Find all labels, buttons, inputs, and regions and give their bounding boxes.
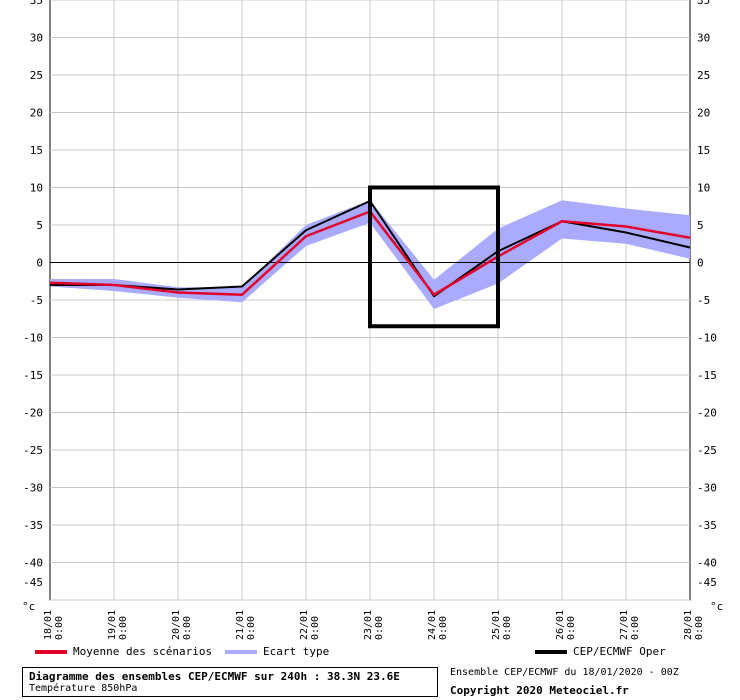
y-tick-label-left: 30 bbox=[30, 32, 43, 45]
x-tick-time: 0:00 bbox=[502, 616, 513, 640]
x-tick-label: 22/01 0:00 bbox=[299, 610, 321, 640]
legend-mean-swatch bbox=[35, 650, 67, 654]
footer-copyright: Copyright 2020 Meteociel.fr bbox=[450, 684, 629, 697]
x-tick-date: 27/01 bbox=[619, 610, 630, 640]
y-tick-label-left: 25 bbox=[30, 69, 43, 82]
x-tick-date: 18/01 bbox=[43, 610, 54, 640]
legend-mean-label: Moyenne des scénarios bbox=[73, 645, 213, 658]
y-axis-left: 35 30 25 20 15 10 5 0 -5 -10 -15 -20 -25 -30 -35 -40 -45 bbox=[23, 0, 43, 589]
x-tick-time: 0:00 bbox=[694, 616, 705, 640]
legend-spread: Ecart type bbox=[225, 645, 329, 658]
x-tick-time: 0:00 bbox=[182, 616, 193, 640]
x-tick-date: 24/01 bbox=[427, 610, 438, 640]
x-tick-time: 0:00 bbox=[438, 616, 449, 640]
highlight-box bbox=[368, 185, 500, 329]
y-tick-label-right: 10 bbox=[697, 182, 710, 195]
y-axis-right: 35 30 25 20 15 10 5 0 -5 -10 -15 -20 -25 -30 -35 -40 -45 bbox=[697, 0, 717, 589]
ensemble-chart: 35 30 25 20 15 10 5 0 -5 -10 -15 -20 -25 -30 -35 -40 -45… bbox=[22, 0, 723, 640]
y-tick-label-left: -20 bbox=[23, 407, 43, 420]
x-tick-label: 21/01 0:00 bbox=[235, 610, 257, 640]
y-tick-label-right: 0 bbox=[697, 257, 704, 270]
y-tick-label-left: 10 bbox=[30, 182, 43, 195]
footer-title: Diagramme des ensembles CEP/ECMWF sur 24… bbox=[29, 670, 400, 683]
y-tick-label-left: -30 bbox=[23, 482, 43, 495]
y-tick-label-left: 15 bbox=[30, 144, 43, 157]
legend-mean: Moyenne des scénarios bbox=[35, 645, 212, 658]
y-tick-label-right: 15 bbox=[697, 144, 710, 157]
y-tick-label-right: 30 bbox=[697, 32, 710, 45]
x-tick-label: 23/01 0:00 bbox=[363, 610, 385, 640]
x-tick-date: 23/01 bbox=[363, 610, 374, 640]
y-tick-label-right: -35 bbox=[697, 519, 717, 532]
x-tick-time: 0:00 bbox=[246, 616, 257, 640]
y-tick-label-right: -5 bbox=[697, 294, 710, 307]
y-tick-label-right: -20 bbox=[697, 407, 717, 420]
x-tick-date: 20/01 bbox=[171, 610, 182, 640]
unit-left: °c bbox=[22, 600, 35, 613]
y-tick-label-left: 20 bbox=[30, 107, 43, 120]
y-tick-label-right: -15 bbox=[697, 369, 717, 382]
y-tick-label-left: -25 bbox=[23, 444, 43, 457]
x-tick-date: 26/01 bbox=[555, 610, 566, 640]
y-tick-label-right: -25 bbox=[697, 444, 717, 457]
footer-ensemble: Ensemble CEP/ECMWF du 18/01/2020 - 00Z bbox=[450, 667, 679, 678]
y-tick-label-left: -35 bbox=[23, 519, 43, 532]
legend-oper-swatch bbox=[535, 650, 567, 654]
legend-oper: CEP/ECMWF Oper bbox=[535, 645, 666, 658]
x-tick-label: 26/01 0:00 bbox=[555, 610, 577, 640]
y-tick-label-right: -40 bbox=[697, 557, 717, 570]
series-band-ecart-type bbox=[50, 200, 690, 309]
x-tick-label: 24/01 0:00 bbox=[427, 610, 449, 640]
x-tick-label: 20/01 0:00 bbox=[171, 610, 193, 640]
y-tick-label-right: -10 bbox=[697, 332, 717, 345]
unit-right: °c bbox=[710, 600, 723, 613]
x-tick-time: 0:00 bbox=[374, 616, 385, 640]
x-tick-time: 0:00 bbox=[566, 616, 577, 640]
x-tick-time: 0:00 bbox=[310, 616, 321, 640]
y-tick-label-left: -10 bbox=[23, 332, 43, 345]
footer-subtitle: Température 850hPa bbox=[29, 683, 138, 694]
y-tick-label-right: 35 bbox=[697, 0, 710, 7]
x-tick-time: 0:00 bbox=[630, 616, 641, 640]
y-tick-label-left: 35 bbox=[30, 0, 43, 7]
x-tick-date: 25/01 bbox=[491, 610, 502, 640]
ecart-type-band bbox=[50, 200, 690, 309]
x-tick-time: 0:00 bbox=[54, 616, 65, 640]
y-tick-label-right: 20 bbox=[697, 107, 710, 120]
x-tick-time: 0:00 bbox=[118, 616, 129, 640]
x-tick-label: 28/01 0:00 bbox=[683, 610, 705, 640]
x-tick-date: 28/01 bbox=[683, 610, 694, 640]
y-tick-label-left: -45 bbox=[23, 576, 43, 589]
y-tick-label-left: -15 bbox=[23, 369, 43, 382]
x-tick-date: 21/01 bbox=[235, 610, 246, 640]
legend-spread-swatch bbox=[225, 650, 257, 654]
footer-title-box: Diagramme des ensembles CEP/ECMWF sur 24… bbox=[22, 667, 438, 697]
y-tick-label-right: 5 bbox=[697, 219, 704, 232]
legend-oper-label: CEP/ECMWF Oper bbox=[573, 645, 666, 658]
y-tick-label-left: -5 bbox=[30, 294, 43, 307]
x-tick-label: 27/01 0:00 bbox=[619, 610, 641, 640]
x-tick-date: 19/01 bbox=[107, 610, 118, 640]
y-tick-label-right: -45 bbox=[697, 576, 717, 589]
legend-spread-label: Ecart type bbox=[263, 645, 330, 658]
x-tick-label: 19/01 0:00 bbox=[107, 610, 129, 640]
y-tick-label-right: 25 bbox=[697, 69, 710, 82]
y-tick-label-left: 5 bbox=[36, 219, 43, 232]
x-tick-label: 18/01 0:00 bbox=[43, 610, 65, 640]
y-tick-label-left: 0 bbox=[36, 257, 43, 270]
x-tick-date: 22/01 bbox=[299, 610, 310, 640]
x-tick-label: 25/01 0:00 bbox=[491, 610, 513, 640]
y-tick-label-left: -40 bbox=[23, 557, 43, 570]
y-tick-label-right: -30 bbox=[697, 482, 717, 495]
x-axis: 18/01 0:00 19/01 0:00 20/01 0:00 21/01 0:00 22/0… bbox=[43, 610, 705, 640]
